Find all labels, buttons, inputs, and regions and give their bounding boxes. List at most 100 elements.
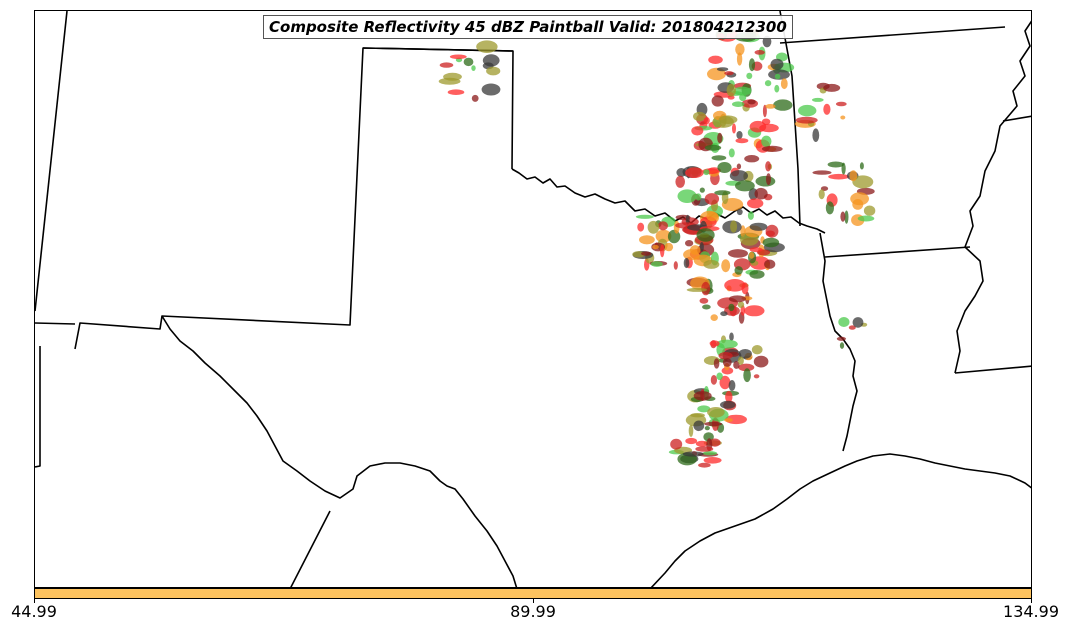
storm-cell bbox=[718, 352, 733, 360]
storm-cell bbox=[685, 167, 704, 178]
storm-cell bbox=[764, 80, 772, 87]
storm-cell bbox=[695, 193, 702, 201]
storm-cell bbox=[699, 187, 705, 193]
storm-cell bbox=[706, 211, 719, 222]
storm-cell bbox=[702, 304, 711, 310]
colorbar-tick-mark-min bbox=[34, 599, 35, 603]
storm-cell bbox=[733, 361, 740, 369]
storm-cell bbox=[774, 73, 781, 80]
storm-cell bbox=[635, 214, 655, 219]
storm-cell bbox=[686, 287, 708, 292]
storm-cell bbox=[716, 67, 729, 72]
storm-cell bbox=[749, 120, 767, 133]
storm-cell bbox=[734, 266, 743, 275]
storm-cell bbox=[761, 145, 783, 152]
storm-cell bbox=[811, 97, 824, 102]
storm-cell bbox=[703, 117, 710, 125]
storm-cell bbox=[749, 252, 755, 259]
storm-cell bbox=[721, 259, 731, 273]
storm-cell bbox=[743, 368, 751, 383]
colorbar-tick-max: 134.99 bbox=[1003, 602, 1059, 621]
storm-cell bbox=[696, 228, 715, 242]
colorbar-tick-min: 44.99 bbox=[11, 602, 57, 621]
storm-cell bbox=[685, 437, 698, 445]
storm-cell bbox=[852, 199, 864, 210]
storm-cell bbox=[704, 193, 720, 205]
colorbar bbox=[34, 588, 1032, 599]
storm-cell bbox=[707, 407, 725, 418]
storm-cell bbox=[685, 240, 694, 247]
storm-cell bbox=[639, 235, 655, 245]
storm-cell bbox=[728, 249, 748, 258]
storm-cell bbox=[849, 170, 858, 182]
storm-cell bbox=[693, 111, 706, 122]
storm-cell bbox=[439, 62, 454, 68]
storm-cell bbox=[754, 187, 768, 200]
storm-cell bbox=[744, 305, 765, 317]
storm-cell bbox=[482, 54, 500, 67]
storm-cell bbox=[818, 189, 825, 200]
map-panel bbox=[34, 10, 1032, 588]
storm-cell bbox=[780, 78, 788, 90]
storm-cell bbox=[841, 162, 846, 175]
storm-cell bbox=[481, 83, 501, 96]
storm-cell bbox=[677, 189, 697, 203]
storm-cell bbox=[755, 175, 776, 187]
border-mexico bbox=[290, 510, 331, 587]
storm-cell bbox=[728, 303, 735, 312]
storm-cell bbox=[670, 438, 683, 450]
storm-cell bbox=[863, 205, 876, 216]
map-title: Composite Reflectivity 45 dBZ Paintball … bbox=[263, 15, 793, 39]
storm-cell bbox=[729, 170, 749, 182]
storm-cell bbox=[836, 336, 847, 341]
storm-cell bbox=[774, 84, 780, 93]
storm-cell bbox=[744, 155, 760, 163]
storm-cell bbox=[641, 251, 652, 256]
storm-cell bbox=[703, 169, 710, 176]
storm-cell bbox=[703, 457, 722, 464]
map-canvas bbox=[35, 11, 1031, 587]
storm-cell bbox=[762, 237, 780, 248]
colorbar-tick-mark-mid bbox=[533, 599, 534, 603]
storm-cell bbox=[647, 220, 660, 234]
storm-cell bbox=[660, 244, 665, 258]
storm-cell bbox=[720, 400, 736, 409]
storm-cell bbox=[737, 301, 745, 309]
border-la-ms bbox=[954, 365, 1031, 374]
storm-cell bbox=[486, 66, 501, 76]
storm-cell bbox=[741, 282, 749, 295]
storm-cell bbox=[840, 211, 846, 222]
storm-cell bbox=[732, 123, 736, 134]
storm-cell bbox=[798, 104, 817, 117]
storm-cell bbox=[749, 247, 763, 253]
storm-cell bbox=[753, 374, 760, 379]
storm-cell bbox=[722, 358, 732, 367]
storm-cell bbox=[736, 52, 743, 66]
storm-cell bbox=[695, 446, 714, 452]
storm-cell bbox=[471, 65, 476, 71]
colorbar-tick-mark-max bbox=[1031, 599, 1032, 603]
storm-cell bbox=[735, 43, 745, 56]
storm-cell bbox=[765, 104, 776, 109]
storm-cell bbox=[688, 424, 694, 437]
border-co-ut bbox=[35, 11, 68, 312]
border-mississippi bbox=[954, 20, 1031, 374]
storm-cell bbox=[747, 198, 764, 209]
storm-cell bbox=[724, 418, 733, 423]
storm-cell bbox=[736, 208, 743, 216]
storm-cell bbox=[699, 297, 709, 304]
storm-cell bbox=[823, 83, 841, 92]
storm-cell bbox=[695, 440, 709, 447]
storm-cell bbox=[747, 211, 754, 220]
storm-cell bbox=[753, 355, 769, 368]
storm-cell bbox=[812, 128, 820, 142]
storm-cell bbox=[765, 161, 771, 172]
storm-cell bbox=[720, 311, 728, 317]
storm-cell bbox=[650, 261, 663, 267]
storm-cell bbox=[739, 93, 747, 102]
storm-cell bbox=[721, 367, 734, 375]
storm-cell bbox=[719, 375, 731, 390]
storm-cell bbox=[852, 317, 864, 328]
storm-cell bbox=[717, 162, 732, 173]
storm-cell bbox=[689, 245, 701, 255]
